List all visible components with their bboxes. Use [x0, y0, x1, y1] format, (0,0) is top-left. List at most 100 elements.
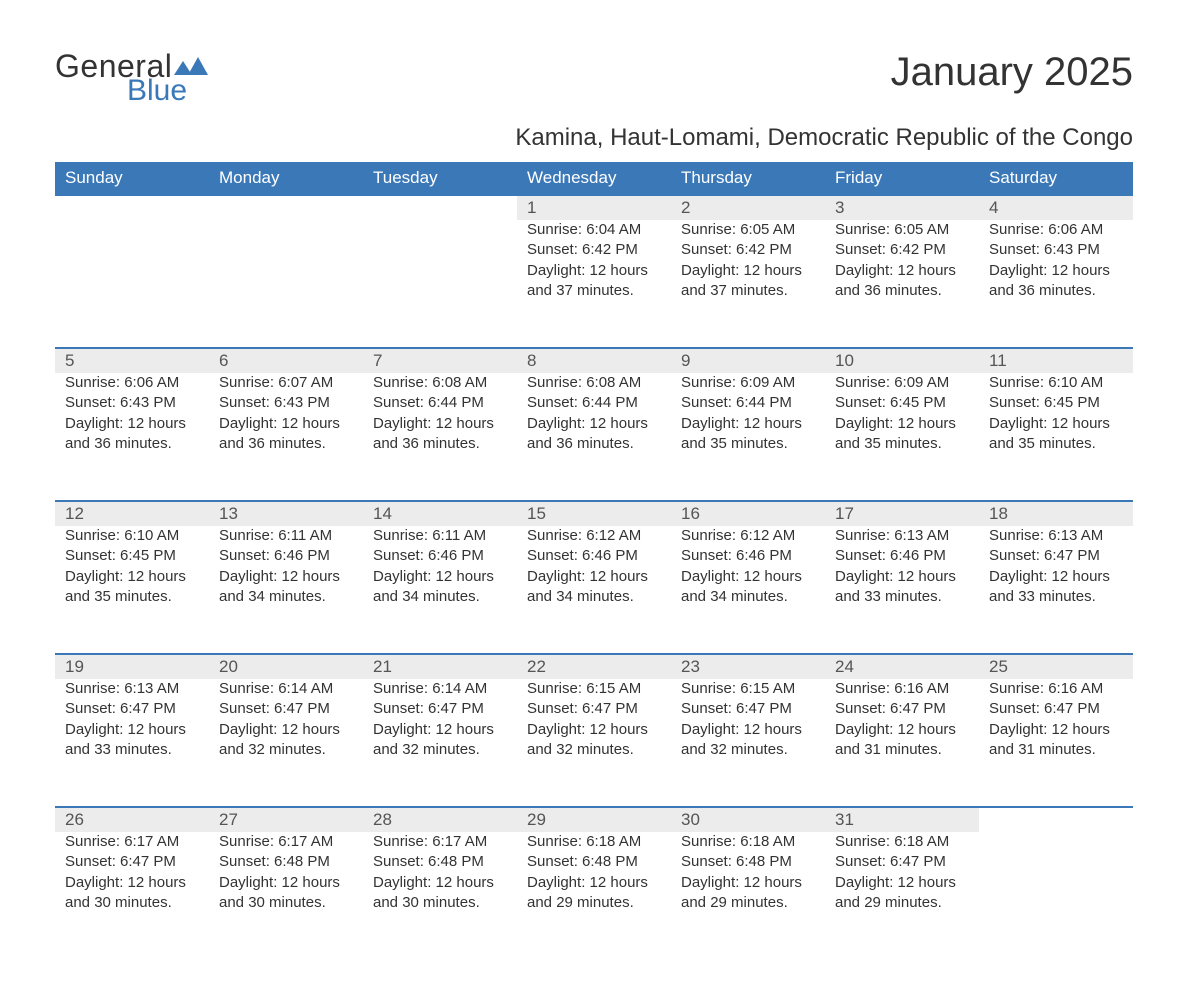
- day-detail-cell: Sunrise: 6:15 AMSunset: 6:47 PMDaylight:…: [671, 679, 825, 807]
- daylight2-text: and 32 minutes.: [681, 740, 815, 760]
- day-number-cell: 6: [209, 348, 363, 373]
- day-number-cell: 27: [209, 807, 363, 832]
- daylight2-text: and 35 minutes.: [681, 434, 815, 454]
- sunrise-text: Sunrise: 6:08 AM: [373, 373, 507, 393]
- sunset-text: Sunset: 6:47 PM: [65, 699, 199, 719]
- sunrise-text: Sunrise: 6:07 AM: [219, 373, 353, 393]
- sunrise-text: Sunrise: 6:17 AM: [373, 832, 507, 852]
- daylight1-text: Daylight: 12 hours: [219, 720, 353, 740]
- daylight1-text: Daylight: 12 hours: [65, 720, 199, 740]
- sunset-text: Sunset: 6:47 PM: [373, 699, 507, 719]
- daylight2-text: and 36 minutes.: [219, 434, 353, 454]
- daylight1-text: Daylight: 12 hours: [219, 414, 353, 434]
- sunset-text: Sunset: 6:42 PM: [835, 240, 969, 260]
- sunrise-text: Sunrise: 6:04 AM: [527, 220, 661, 240]
- daylight2-text: and 37 minutes.: [681, 281, 815, 301]
- day-number-cell: 3: [825, 195, 979, 220]
- daylight1-text: Daylight: 12 hours: [989, 567, 1123, 587]
- day-detail-cell: [363, 220, 517, 348]
- day-number-cell: 14: [363, 501, 517, 526]
- daylight2-text: and 37 minutes.: [527, 281, 661, 301]
- day-number-cell: 30: [671, 807, 825, 832]
- sunset-text: Sunset: 6:47 PM: [65, 852, 199, 872]
- sunrise-text: Sunrise: 6:15 AM: [681, 679, 815, 699]
- sunset-text: Sunset: 6:46 PM: [835, 546, 969, 566]
- daylight1-text: Daylight: 12 hours: [527, 261, 661, 281]
- daylight2-text: and 34 minutes.: [373, 587, 507, 607]
- sunrise-text: Sunrise: 6:18 AM: [835, 832, 969, 852]
- sunrise-text: Sunrise: 6:17 AM: [65, 832, 199, 852]
- daylight2-text: and 32 minutes.: [373, 740, 507, 760]
- sunset-text: Sunset: 6:45 PM: [989, 393, 1123, 413]
- sunset-text: Sunset: 6:43 PM: [65, 393, 199, 413]
- day-detail-cell: Sunrise: 6:04 AMSunset: 6:42 PMDaylight:…: [517, 220, 671, 348]
- day-number-cell: 28: [363, 807, 517, 832]
- sunset-text: Sunset: 6:47 PM: [989, 699, 1123, 719]
- sunrise-text: Sunrise: 6:14 AM: [219, 679, 353, 699]
- daylight2-text: and 36 minutes.: [989, 281, 1123, 301]
- sunset-text: Sunset: 6:44 PM: [681, 393, 815, 413]
- sunset-text: Sunset: 6:46 PM: [373, 546, 507, 566]
- day-number-row: 19202122232425: [55, 654, 1133, 679]
- day-number-cell: [979, 807, 1133, 832]
- day-detail-row: Sunrise: 6:13 AMSunset: 6:47 PMDaylight:…: [55, 679, 1133, 807]
- daylight1-text: Daylight: 12 hours: [527, 720, 661, 740]
- day-detail-cell: Sunrise: 6:12 AMSunset: 6:46 PMDaylight:…: [671, 526, 825, 654]
- day-detail-row: Sunrise: 6:17 AMSunset: 6:47 PMDaylight:…: [55, 832, 1133, 960]
- sunset-text: Sunset: 6:47 PM: [989, 546, 1123, 566]
- daylight1-text: Daylight: 12 hours: [835, 261, 969, 281]
- page-title: January 2025: [891, 50, 1133, 95]
- day-detail-cell: Sunrise: 6:13 AMSunset: 6:47 PMDaylight:…: [979, 526, 1133, 654]
- day-number-cell: 1: [517, 195, 671, 220]
- day-number-cell: 11: [979, 348, 1133, 373]
- daylight1-text: Daylight: 12 hours: [65, 567, 199, 587]
- daylight1-text: Daylight: 12 hours: [65, 873, 199, 893]
- location-subtitle: Kamina, Haut-Lomami, Democratic Republic…: [55, 124, 1133, 152]
- daylight2-text: and 29 minutes.: [527, 893, 661, 913]
- day-detail-cell: Sunrise: 6:13 AMSunset: 6:46 PMDaylight:…: [825, 526, 979, 654]
- daylight2-text: and 31 minutes.: [989, 740, 1123, 760]
- calendar-body: 1234Sunrise: 6:04 AMSunset: 6:42 PMDayli…: [55, 195, 1133, 960]
- day-number-cell: 25: [979, 654, 1133, 679]
- daylight1-text: Daylight: 12 hours: [835, 414, 969, 434]
- day-detail-cell: Sunrise: 6:05 AMSunset: 6:42 PMDaylight:…: [671, 220, 825, 348]
- day-detail-cell: [979, 832, 1133, 960]
- day-number-row: 567891011: [55, 348, 1133, 373]
- daylight1-text: Daylight: 12 hours: [681, 720, 815, 740]
- day-number-cell: 13: [209, 501, 363, 526]
- day-number-cell: [209, 195, 363, 220]
- day-number-cell: 10: [825, 348, 979, 373]
- daylight2-text: and 36 minutes.: [527, 434, 661, 454]
- sunrise-text: Sunrise: 6:18 AM: [681, 832, 815, 852]
- daylight1-text: Daylight: 12 hours: [527, 414, 661, 434]
- sunset-text: Sunset: 6:45 PM: [835, 393, 969, 413]
- daylight1-text: Daylight: 12 hours: [681, 261, 815, 281]
- daylight2-text: and 32 minutes.: [219, 740, 353, 760]
- day-detail-cell: Sunrise: 6:18 AMSunset: 6:48 PMDaylight:…: [517, 832, 671, 960]
- daylight1-text: Daylight: 12 hours: [681, 873, 815, 893]
- day-detail-cell: Sunrise: 6:13 AMSunset: 6:47 PMDaylight:…: [55, 679, 209, 807]
- day-detail-row: Sunrise: 6:10 AMSunset: 6:45 PMDaylight:…: [55, 526, 1133, 654]
- daylight2-text: and 30 minutes.: [373, 893, 507, 913]
- day-number-cell: 26: [55, 807, 209, 832]
- day-detail-cell: Sunrise: 6:08 AMSunset: 6:44 PMDaylight:…: [363, 373, 517, 501]
- daylight2-text: and 32 minutes.: [527, 740, 661, 760]
- day-detail-cell: Sunrise: 6:06 AMSunset: 6:43 PMDaylight:…: [979, 220, 1133, 348]
- sunset-text: Sunset: 6:43 PM: [219, 393, 353, 413]
- sunrise-text: Sunrise: 6:09 AM: [835, 373, 969, 393]
- daylight2-text: and 34 minutes.: [527, 587, 661, 607]
- sunset-text: Sunset: 6:44 PM: [373, 393, 507, 413]
- sunrise-text: Sunrise: 6:15 AM: [527, 679, 661, 699]
- sunset-text: Sunset: 6:47 PM: [219, 699, 353, 719]
- day-detail-cell: Sunrise: 6:16 AMSunset: 6:47 PMDaylight:…: [825, 679, 979, 807]
- sunrise-text: Sunrise: 6:10 AM: [989, 373, 1123, 393]
- sunrise-text: Sunrise: 6:16 AM: [835, 679, 969, 699]
- daylight2-text: and 36 minutes.: [835, 281, 969, 301]
- day-number-cell: 7: [363, 348, 517, 373]
- daylight2-text: and 35 minutes.: [65, 587, 199, 607]
- day-number-row: 1234: [55, 195, 1133, 220]
- daylight1-text: Daylight: 12 hours: [681, 567, 815, 587]
- day-number-cell: 16: [671, 501, 825, 526]
- weekday-header: Wednesday: [517, 162, 671, 195]
- sunset-text: Sunset: 6:48 PM: [681, 852, 815, 872]
